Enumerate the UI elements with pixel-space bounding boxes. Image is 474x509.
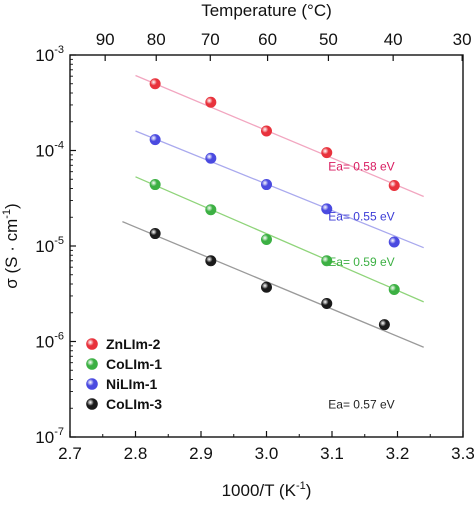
x-tick-label: 2.7 [58, 444, 82, 463]
data-point-layer [86, 78, 400, 410]
data-point-colim-3 [321, 297, 333, 309]
legend-marker-znlim-2 [86, 338, 98, 350]
ea-label-colim-1: Ea= 0.59 eV [328, 255, 394, 269]
x-tick-label: 2.9 [189, 444, 213, 463]
legend-marker-colim-3 [86, 398, 98, 410]
top-tick-label: 60 [258, 30, 277, 49]
x-tick-label: 3.0 [255, 444, 279, 463]
data-point-colim-3 [205, 255, 217, 267]
data-point-colim-3 [260, 281, 272, 293]
fit-line-colim-3 [122, 221, 424, 348]
x-axis-title: 1000/T (K-1) [222, 480, 312, 500]
data-point-colim-1 [321, 255, 333, 267]
top-tick-label: 40 [384, 30, 403, 49]
top-tick-label: 30 [453, 30, 472, 49]
legend-label-colim-3: CoLIm-3 [106, 396, 162, 412]
data-point-znlim-2 [205, 96, 217, 108]
data-point-nilim-1 [149, 134, 161, 146]
top-tick-label: 50 [319, 30, 338, 49]
data-point-znlim-2 [321, 147, 333, 159]
fit-line-znlim-2 [135, 74, 424, 198]
top-tick-label: 70 [201, 30, 220, 49]
x-tick-label: 3.1 [320, 444, 344, 463]
y-tick-label: 10-7 [35, 426, 64, 447]
x-tick-label: 3.2 [386, 444, 410, 463]
data-point-znlim-2 [388, 180, 400, 192]
data-point-colim-1 [260, 233, 272, 245]
y-tick-label: 10-5 [35, 235, 64, 256]
x-tick-label: 2.8 [124, 444, 148, 463]
data-point-colim-1 [388, 284, 400, 296]
top-axis-title: Temperature (°C) [201, 1, 332, 20]
text-layer: 2.7 2.8 2.9 3.0 3.1 3.2 3.3 90 80 70 60 50 40 30 10-7 1… [1, 1, 474, 500]
fit-line-nilim-1 [135, 130, 424, 249]
fit-line-colim-1 [135, 176, 424, 303]
tick-layer [69, 54, 464, 438]
legend-label-nilim-1: NiLIm-1 [106, 376, 158, 392]
y-tick-label: 10-6 [35, 331, 64, 352]
y-tick-label: 10-3 [35, 44, 64, 65]
legend-label-colim-1: CoLIm-1 [106, 356, 162, 372]
data-point-nilim-1 [321, 203, 333, 215]
data-point-nilim-1 [260, 179, 272, 191]
y-axis-title: σ (S · cm-1) [1, 203, 21, 288]
data-point-colim-3 [378, 319, 390, 331]
ea-label-colim-3: Ea= 0.57 eV [328, 397, 394, 411]
ea-label-znlim-2: Ea= 0.58 eV [328, 159, 394, 173]
data-point-nilim-1 [205, 152, 217, 164]
data-point-colim-1 [149, 179, 161, 191]
fit-line-layer [122, 74, 424, 348]
ea-label-nilim-1: Ea= 0.55 eV [328, 209, 394, 223]
legend-marker-nilim-1 [86, 378, 98, 390]
legend-label-znlim-2: ZnLIm-2 [106, 336, 161, 352]
data-point-znlim-2 [260, 125, 272, 137]
y-tick-label: 10-4 [35, 140, 64, 161]
legend-marker-colim-1 [86, 358, 98, 370]
data-point-colim-1 [205, 204, 217, 216]
data-point-nilim-1 [388, 236, 400, 248]
top-tick-label: 90 [96, 30, 115, 49]
data-point-znlim-2 [149, 78, 161, 90]
data-point-colim-3 [149, 228, 161, 240]
top-tick-label: 80 [147, 30, 166, 49]
x-tick-label: 3.3 [451, 444, 474, 463]
